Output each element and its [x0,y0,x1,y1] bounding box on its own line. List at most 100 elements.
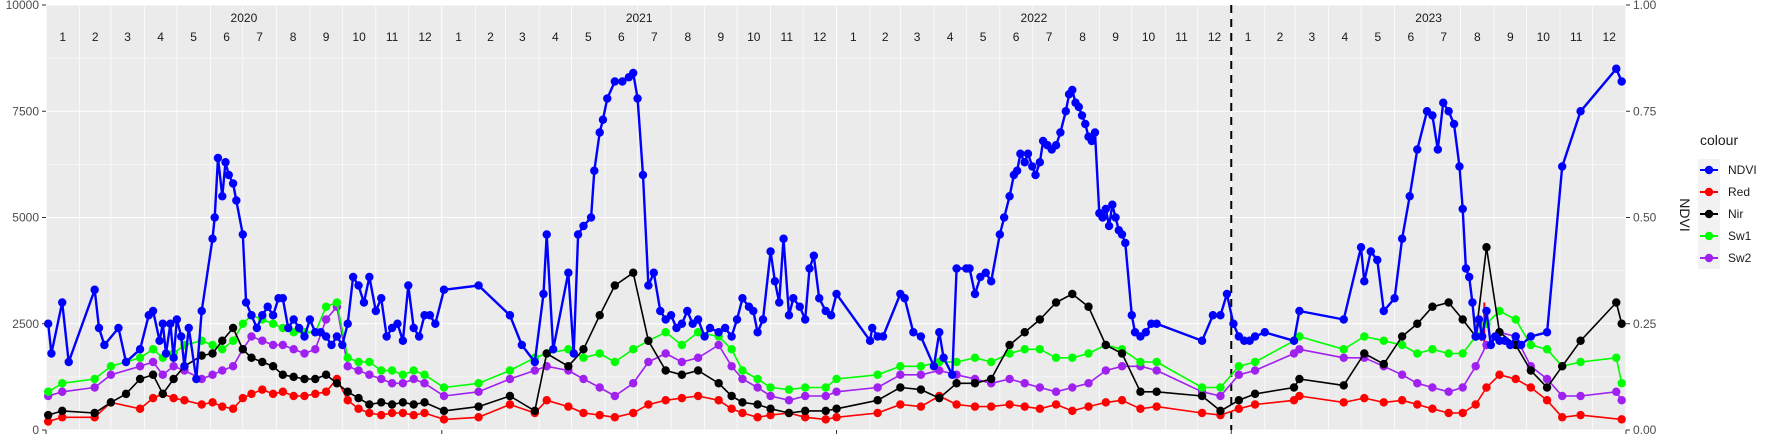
point-sw2 [1117,362,1127,371]
point-sw1 [738,366,747,375]
point-red [1035,404,1045,413]
legend-item: NDVI [1698,159,1757,181]
point-ndvi [693,315,703,324]
point-ndvi [321,332,331,341]
point-ndvi [247,311,256,320]
series-sw1 [43,298,1626,396]
point-red [970,402,980,411]
month-label: 3 [124,30,131,44]
point-red [1339,398,1348,407]
month-label: 8 [684,30,691,44]
legend-item: Nir [1698,203,1743,225]
point-red [420,408,429,418]
point-sw2 [693,353,703,362]
month-label: 1 [455,30,462,44]
legend-key-point [1704,253,1714,263]
point-sw1 [1379,336,1388,345]
point-nir [986,374,996,384]
point-sw1 [1576,357,1585,367]
point-ndvi [644,281,653,290]
point-nir [896,383,905,392]
point-red [1234,404,1244,413]
point-red [1005,400,1014,409]
point-sw2 [1612,387,1621,396]
point-ndvi [192,374,201,384]
point-ndvi [161,349,171,358]
point-nir [916,385,926,394]
point-ndvi [221,158,230,167]
point-sw2 [439,391,449,401]
point-sw2 [321,315,331,324]
point-ndvi [1081,119,1090,129]
point-ndvi [1471,332,1480,341]
point-ndvi [805,264,814,273]
point-sw2 [377,374,386,384]
point-sw2 [1557,391,1567,401]
point-ndvi [595,128,604,137]
point-ndvi [603,94,612,103]
point-nir [1197,391,1207,401]
point-ndvi [172,315,182,324]
point-sw2 [58,387,67,396]
year-label: 2022 [1021,11,1048,25]
point-ndvi [1074,102,1083,112]
point-sw2 [268,340,278,350]
point-sw1 [1250,357,1260,367]
point-red [1511,374,1520,384]
point-nir [1444,298,1453,307]
point-ndvi [683,306,692,316]
point-sw2 [409,374,418,384]
point-nir [714,379,723,388]
point-sw1 [238,319,248,328]
point-ndvi [815,294,824,303]
point-sw2 [661,349,670,358]
point-ndvi [414,332,424,341]
point-ndvi [1208,311,1218,320]
point-sw2 [106,370,116,379]
point-red [258,385,267,394]
point-red [753,413,762,422]
point-sw2 [727,362,736,371]
point-ndvi [1433,145,1443,154]
point-nir [1068,289,1077,299]
point-sw2 [228,362,238,371]
point-nir [629,268,638,277]
point-red [1458,408,1467,418]
legend-label: NDVI [1728,163,1757,177]
point-nir [1250,389,1260,399]
point-ndvi [327,340,336,350]
point-nir [365,400,374,409]
point-ndvi [371,306,381,316]
point-ndvi [656,306,665,316]
point-nir [208,349,217,358]
point-sw2 [832,387,841,396]
point-sw1 [148,345,158,354]
point-nir [228,323,238,333]
point-nir [1576,336,1585,345]
point-sw1 [228,336,238,345]
point-red [148,393,158,403]
point-ndvi [1612,64,1621,73]
point-ndvi [590,166,599,175]
point-sw2 [218,366,227,375]
point-ndvi [618,77,627,86]
point-ndvi [218,192,227,201]
point-sw1 [1339,345,1348,354]
point-red [208,398,217,407]
month-label: 3 [1308,30,1315,44]
point-sw2 [1295,345,1304,354]
legend-title: colour [1700,132,1738,148]
legend-item: Sw1 [1698,225,1752,247]
point-red [387,408,397,418]
point-ndvi [766,247,775,256]
point-red [135,404,145,413]
point-sw1 [610,357,620,367]
point-ndvi [1101,204,1111,214]
point-nir [1617,319,1626,328]
point-red [1197,408,1207,418]
point-ndvi [1390,294,1399,303]
point-ndvi [732,315,742,324]
point-ndvi [197,306,206,316]
point-sw2 [579,374,588,384]
